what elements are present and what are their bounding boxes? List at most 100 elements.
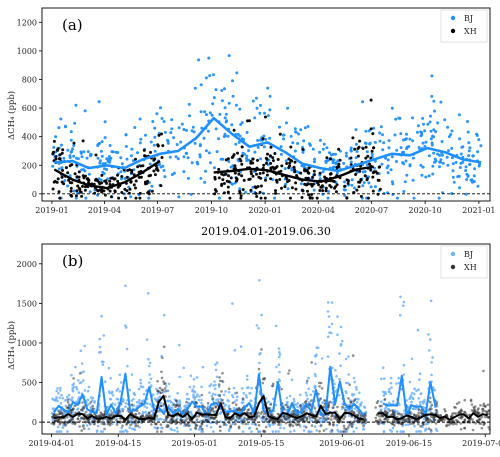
a-bj-point (433, 109, 436, 113)
a-bj-point (175, 143, 179, 146)
a-bj-point (166, 141, 170, 145)
b-bj-point (193, 390, 197, 394)
b-xh-point (460, 409, 464, 413)
b-bj-point (274, 403, 278, 407)
panel-a-trend-lines (53, 116, 482, 190)
b-xh-point (374, 406, 378, 409)
b-bj-point (296, 405, 299, 409)
a-bj-point (427, 174, 431, 178)
a-bj-point (103, 136, 107, 140)
a-bj-point (254, 96, 258, 100)
b-bj-point (410, 400, 413, 404)
b-xh-point (187, 424, 190, 428)
a-x-tick-label: 2020-04 (302, 206, 335, 215)
b-bj-point (231, 422, 234, 426)
a-bj-point (217, 137, 221, 141)
a-bj-point (402, 162, 406, 166)
b-bj-point (218, 412, 222, 416)
b-bj-point (65, 395, 69, 399)
b-xh-point (417, 408, 421, 411)
b-bj-point (63, 399, 67, 402)
a-xh-point (329, 157, 333, 161)
b-bj-point (434, 427, 438, 431)
b-bj-point (201, 365, 205, 369)
b-xh-point (206, 402, 210, 405)
b-xh-point (175, 420, 178, 424)
b-xh-point (217, 400, 220, 404)
a-x-tick-label: 2019-10 (195, 206, 228, 215)
b-bj-point (109, 409, 113, 412)
a-xh-point (242, 178, 246, 182)
a-bj-point (159, 106, 162, 110)
b-xh-point (148, 418, 152, 422)
a-bj-point (452, 180, 456, 184)
b-xh-point (320, 387, 324, 390)
a-xh-point (98, 182, 102, 186)
a-bj-point (59, 143, 63, 147)
a-xh-point (149, 150, 152, 154)
a-bj-point (231, 94, 235, 98)
b-xh-point (342, 424, 346, 428)
b-bj-point (214, 383, 217, 387)
b-bj-point (357, 397, 360, 401)
b-bj-point (382, 394, 386, 397)
a-xh-point (83, 188, 87, 192)
a-bj-point (263, 111, 266, 115)
b-xh-point (463, 418, 467, 422)
b-bj-point (313, 386, 317, 390)
a-bj-point (188, 114, 192, 118)
b-bj-point (425, 422, 428, 426)
a-bj-point (424, 140, 428, 144)
a-xh-point (232, 128, 236, 132)
b-bj-point (188, 385, 192, 389)
a-bj-point (421, 165, 425, 169)
a-bj-point (189, 192, 193, 196)
b-bj-point (423, 429, 427, 432)
b-xh-point (174, 405, 177, 409)
a-bj-point (127, 185, 131, 189)
a-xh-point (276, 158, 280, 161)
a-xh-point (332, 180, 336, 183)
b-bj-point (242, 391, 246, 395)
a-bj-trend-line (54, 116, 482, 173)
a-bj-point (458, 166, 462, 169)
b-xh-point (322, 405, 325, 408)
b-bj-point (417, 388, 420, 391)
b-xh-point (437, 419, 441, 423)
a-bj-point (177, 126, 181, 130)
a-bj-point (279, 152, 283, 156)
b-xh-point (470, 403, 474, 406)
b-xh-point (336, 418, 340, 422)
b-bj-point (70, 373, 73, 377)
b-xh-point (156, 389, 160, 393)
a-xh-point (306, 176, 310, 180)
b-xh-point (327, 405, 330, 409)
a-xh-point (213, 175, 217, 179)
b-xh-point (84, 410, 88, 414)
b-xh-point (118, 417, 122, 420)
b-y-tick-label: 500 (22, 379, 37, 388)
b-xh-point (219, 429, 222, 433)
b-xh-point (59, 420, 63, 424)
a-bj-point (52, 145, 56, 149)
a-bj-point (60, 166, 64, 170)
a-bj-point (251, 99, 255, 103)
a-xh-point (265, 157, 269, 161)
a-bj-point (130, 147, 134, 151)
a-bj-point (306, 125, 310, 128)
a-bj-point (199, 110, 203, 114)
b-bj-point (338, 352, 341, 355)
a-xh-point (261, 171, 265, 175)
b-bj-point (198, 395, 201, 398)
b-xh-point (257, 414, 261, 418)
b-bj-point (210, 394, 214, 398)
a-xh-point (299, 171, 303, 175)
b-bj-point (197, 398, 201, 402)
a-bj-point (361, 100, 365, 104)
b-bj-point (431, 356, 434, 359)
b-bj-point (193, 397, 196, 401)
b-bj-point (162, 418, 166, 422)
b-bj-point (335, 375, 338, 378)
b-xh-point (194, 401, 198, 405)
a-bj-point (196, 162, 200, 166)
